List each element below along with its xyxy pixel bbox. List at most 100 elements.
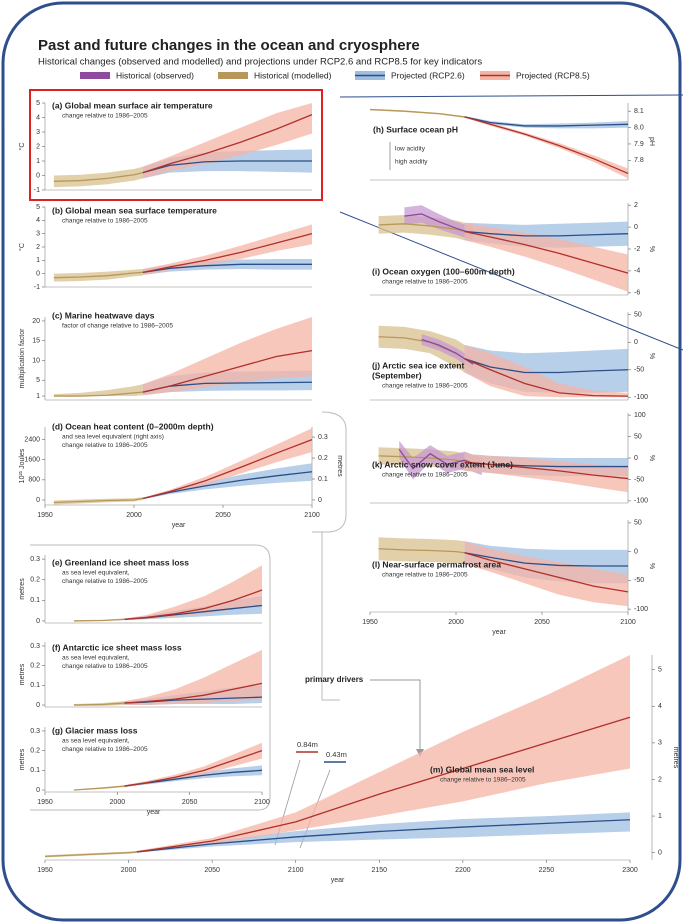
series-line xyxy=(73,618,125,622)
y-tick-label: 2 xyxy=(36,143,40,150)
y-tick-label: -1 xyxy=(34,187,40,194)
y-tick-label: 1600 xyxy=(24,457,40,464)
series-line xyxy=(464,230,629,237)
x-tick-label: 1950 xyxy=(37,799,53,806)
series-line xyxy=(142,233,313,273)
series-line xyxy=(53,391,143,397)
y-tick-label: 0 xyxy=(36,702,40,709)
y-tick-label: 20 xyxy=(32,318,40,325)
series-line xyxy=(53,497,144,504)
y-axis-label: % xyxy=(648,353,655,359)
y-tick-label: 0.2 xyxy=(30,662,40,669)
highlight-box xyxy=(29,89,323,201)
uncertainty-band xyxy=(464,453,628,493)
drivers-label: primary drivers xyxy=(305,675,364,684)
annotation: 0.84m xyxy=(297,740,318,749)
uncertainty-band xyxy=(124,649,262,706)
panel-title: (k) Arctic snow cover extent (June) xyxy=(372,459,513,469)
y-tick-label: 0.2 xyxy=(30,747,40,754)
series-line xyxy=(44,851,137,857)
uncertainty-band xyxy=(142,317,312,396)
y-tick-label: -100 xyxy=(634,394,648,401)
y-tick-label: 100 xyxy=(634,412,646,419)
y-tick-label: 3 xyxy=(36,231,40,238)
y-axis-label: °C xyxy=(18,143,26,151)
panel-title: (g) Glacier mass loss xyxy=(52,725,138,735)
panel-title: (f) Antarctic ice sheet mass loss xyxy=(52,642,182,652)
series-line xyxy=(464,358,629,374)
series-line xyxy=(53,171,144,182)
panel-note: change relative to 1986–2005 xyxy=(62,578,148,585)
panel-note: change relative to 1986–2005 xyxy=(62,746,148,753)
y-tick-label: 0 xyxy=(634,224,638,231)
series-line xyxy=(142,438,313,500)
y-tick-label: 3 xyxy=(36,129,40,136)
subtitle: Historical changes (observed and modelle… xyxy=(38,57,482,68)
panel-title: (September) xyxy=(372,370,422,380)
series-line xyxy=(378,548,465,554)
uncertainty-band xyxy=(136,655,630,853)
panel-note: as sea level equivalent, xyxy=(62,738,130,745)
series-line xyxy=(142,160,312,174)
series-line xyxy=(464,552,628,567)
y-axis-label: metres xyxy=(19,748,26,770)
y2-tick-label: 0.2 xyxy=(318,455,328,462)
plots: Historical (observed) Historical (modelle… xyxy=(18,70,679,884)
y-tick-label: 7.8 xyxy=(634,157,644,164)
series-line xyxy=(142,349,313,393)
x-tick-label: 2100 xyxy=(288,867,304,874)
uncertainty-band xyxy=(53,384,143,397)
x-tick-label: 2050 xyxy=(182,799,198,806)
series-line xyxy=(124,682,263,704)
panel-note: and sea level equivalent (right axis) xyxy=(62,434,164,441)
panel-note: change relative to 1986–2005 xyxy=(382,383,468,390)
series-line xyxy=(464,358,629,397)
y-tick-label: 8.1 xyxy=(634,108,644,115)
series-line xyxy=(124,589,263,620)
y2-tick-label: 0.3 xyxy=(318,434,328,441)
y-tick-label: -6 xyxy=(634,290,640,297)
y-axis-label: metres xyxy=(19,578,26,600)
y-tick-label: -100 xyxy=(634,606,648,613)
y-tick-label: -50 xyxy=(634,476,644,483)
y-axis-label: % xyxy=(648,246,655,252)
x-tick-label: 2100 xyxy=(304,512,320,519)
legend-swatch xyxy=(218,72,248,79)
y2-tick-label: 0.1 xyxy=(318,476,328,483)
series-line xyxy=(404,213,474,235)
panel-title: (a) Global mean surface air temperature xyxy=(52,100,213,110)
y2-axis-label: metres xyxy=(336,455,343,477)
x-tick-label: 2000 xyxy=(121,867,137,874)
x-tick-label: 2000 xyxy=(448,619,464,626)
y-tick-label: 0.1 xyxy=(30,682,40,689)
y2-tick-label: 0 xyxy=(318,497,322,504)
series-line xyxy=(124,750,263,787)
y-tick-label: 8.0 xyxy=(634,124,644,131)
panel-note: change relative to 1986–2005 xyxy=(62,113,148,120)
panel-note: change relative to 1986–2005 xyxy=(62,218,148,225)
x-tick-label: 2150 xyxy=(371,867,387,874)
y-tick-label: 7.9 xyxy=(634,141,644,148)
x-axis-label: year xyxy=(331,877,345,884)
y-axis-label: metres xyxy=(672,747,679,769)
uncertainty-band xyxy=(53,269,143,282)
y-tick-label: 4 xyxy=(36,114,40,121)
y-tick-label: 0 xyxy=(36,172,40,179)
panel-title: (e) Greenland ice sheet mass loss xyxy=(52,557,189,567)
x-tick-label: 1950 xyxy=(37,867,53,874)
y-tick-label: 0.1 xyxy=(30,597,40,604)
panel-note: as sea level equivalent, xyxy=(62,655,130,662)
x-tick-label: 2300 xyxy=(622,867,638,874)
x-axis-label: year xyxy=(492,629,506,636)
x-tick-label: 2250 xyxy=(539,867,555,874)
series-line xyxy=(464,116,629,127)
zoom-line xyxy=(339,211,683,351)
y-tick-label: 0 xyxy=(634,455,638,462)
legend-label: Historical (modelled) xyxy=(254,70,332,80)
y-tick-label: 5 xyxy=(658,666,662,673)
y-tick-label: 0 xyxy=(634,548,638,555)
zoom-line xyxy=(339,94,683,98)
y-tick-label: 5 xyxy=(36,100,40,107)
y-tick-label: 15 xyxy=(32,338,40,345)
